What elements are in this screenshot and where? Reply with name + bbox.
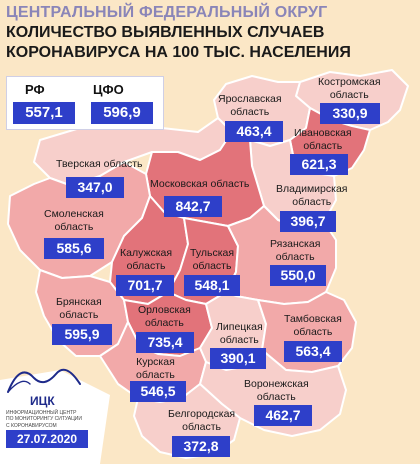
region-value-vladimir: 396,7	[280, 211, 336, 232]
region-value-yaroslavl: 463,4	[225, 121, 283, 142]
summary-panel: РФ ЦФО 557,1 596,9	[6, 76, 164, 130]
rf-value: 557,1	[13, 102, 75, 124]
title-district: ЦЕНТРАЛЬНЫЙ ФЕДЕРАЛЬНЫЙ ОКРУГ	[6, 4, 328, 21]
region-label-kostroma: Костромская область	[318, 76, 381, 101]
logo-caption: ИНФОРМАЦИОННЫЙ ЦЕНТР ПО МОНИТОРИНГУ СИТУ…	[6, 410, 82, 429]
region-label-lipetsk: Липецкая область	[216, 321, 263, 346]
region-value-kaluga: 701,7	[116, 275, 174, 296]
region-label-kursk: Курская область	[136, 356, 175, 381]
region-value-lipetsk: 390,1	[210, 348, 266, 369]
region-label-ivanovo: Ивановская область	[294, 127, 352, 152]
region-label-yaroslavl: Ярославская область	[218, 93, 282, 118]
region-value-ivanovo: 621,3	[290, 154, 348, 175]
region-value-tula: 548,1	[184, 275, 240, 296]
region-label-ryazan: Рязанская область	[270, 238, 321, 263]
region-label-vladimir: Владимирская область	[276, 183, 348, 208]
region-label-kaluga: Калужская область	[120, 247, 173, 272]
date-badge: 27.07.2020	[6, 430, 88, 448]
title-line-2: КОЛИЧЕСТВО ВЫЯВЛЕННЫХ СЛУЧАЕВ	[6, 24, 325, 41]
rf-label: РФ	[25, 82, 45, 97]
region-label-smolensk: Смоленская область	[44, 208, 104, 233]
region-value-orel: 735,4	[136, 332, 194, 353]
region-value-moscow: 842,7	[164, 196, 222, 217]
region-label-bryansk: Брянская область	[56, 296, 102, 321]
region-value-belgorod: 372,8	[172, 436, 230, 457]
region-label-tver: Тверская область	[56, 158, 143, 170]
cfo-value: 596,9	[91, 102, 153, 124]
region-value-tambov: 563,4	[284, 341, 342, 362]
region-value-kursk: 546,5	[130, 381, 186, 402]
region-value-bryansk: 595,9	[52, 324, 112, 345]
region-label-tambov: Тамбовская область	[284, 313, 342, 338]
region-value-smolensk: 585,6	[44, 238, 104, 259]
region-label-tula: Тульская область	[190, 247, 235, 272]
region-value-kostroma: 330,9	[320, 103, 380, 124]
region-label-orel: Орловская область	[138, 304, 191, 329]
title-line-3: КОРОНАВИРУСА НА 100 ТЫС. НАСЕЛЕНИЯ	[6, 44, 351, 61]
region-label-belgorod: Белгородская область	[168, 408, 236, 433]
region-label-moscow: Московская область	[150, 178, 250, 190]
ick-logo-icon	[7, 368, 81, 393]
region-value-ryazan: 550,0	[270, 265, 326, 286]
logo-name: ИЦК	[30, 394, 55, 408]
cfo-label: ЦФО	[93, 82, 124, 97]
region-value-voronezh: 462,7	[254, 405, 312, 426]
region-label-voronezh: Воронежская область	[244, 378, 309, 403]
region-value-tver: 347,0	[66, 177, 124, 198]
